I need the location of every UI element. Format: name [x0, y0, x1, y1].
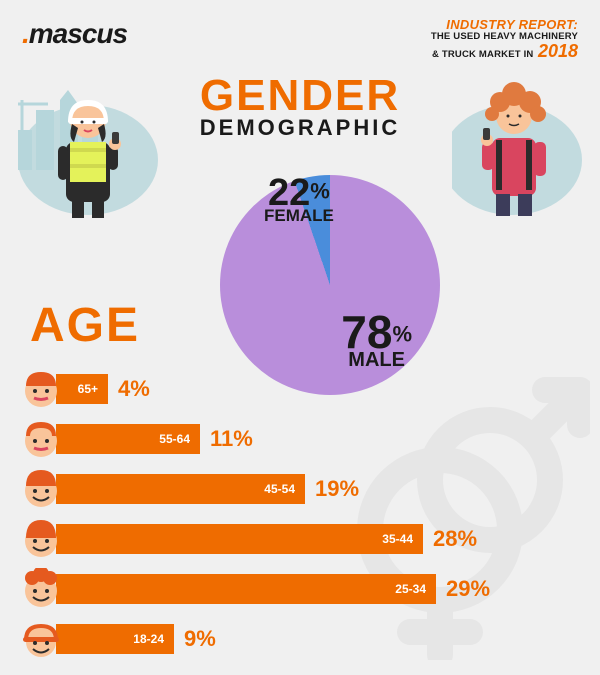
logo-text: mascus	[29, 18, 127, 49]
age-pct: 9%	[184, 626, 216, 652]
age-range-label: 55-64	[159, 432, 190, 446]
gender-pie-chart: 22% FEMALE 78% MALE	[220, 175, 440, 395]
age-pct: 28%	[433, 526, 477, 552]
age-range-label: 65+	[78, 382, 98, 396]
age-range-label: 45-54	[264, 482, 295, 496]
header: .mascus INDUSTRY REPORT: THE USED HEAVY …	[0, 0, 600, 61]
title-gender: GENDER	[0, 71, 600, 121]
age-title: AGE	[30, 298, 140, 353]
age-face-icon	[20, 368, 62, 410]
report-year: 2018	[538, 41, 578, 61]
age-bar: 45-54	[56, 474, 305, 504]
title-block: GENDER DEMOGRAPHIC	[0, 71, 600, 141]
age-face-icon	[20, 468, 62, 510]
age-pct: 11%	[210, 426, 253, 452]
report-title: INDUSTRY REPORT:	[431, 18, 578, 32]
age-bar: 35-44	[56, 524, 423, 554]
age-pct: 29%	[446, 576, 490, 602]
report-subtitle-2: & TRUCK MARKET IN	[432, 49, 534, 60]
age-bar: 65+	[56, 374, 108, 404]
pct-sign: %	[310, 179, 330, 204]
age-bar: 25-34	[56, 574, 436, 604]
age-range-label: 35-44	[382, 532, 413, 546]
age-pct: 4%	[118, 376, 150, 402]
age-range-label: 25-34	[395, 582, 426, 596]
age-face-icon	[20, 418, 62, 460]
age-row: 65+ 4%	[0, 368, 600, 410]
age-row: 35-44 28%	[0, 518, 600, 560]
age-bar: 18-24	[56, 624, 174, 654]
pct-sign: %	[392, 322, 412, 347]
report-block: INDUSTRY REPORT: THE USED HEAVY MACHINER…	[431, 18, 578, 61]
title-demographic: DEMOGRAPHIC	[0, 115, 600, 141]
age-face-icon	[20, 518, 62, 560]
pie-label-male: 78% MALE	[341, 313, 412, 369]
logo: .mascus	[22, 18, 127, 50]
age-row: 45-54 19%	[0, 468, 600, 510]
age-face-icon	[20, 568, 62, 610]
logo-dot: .	[22, 18, 29, 49]
age-pct: 19%	[315, 476, 359, 502]
female-label: FEMALE	[264, 209, 334, 223]
age-bar: 55-64	[56, 424, 200, 454]
male-label: MALE	[341, 352, 412, 369]
age-range-label: 18-24	[133, 632, 164, 646]
age-row: 55-64 11%	[0, 418, 600, 460]
age-bar-chart: 65+ 4% 55-64 11% 45-54 19% 35-44 28% 25-34 29…	[0, 368, 600, 668]
age-row: 18-24 9%	[0, 618, 600, 660]
pie-label-female: 22% FEMALE	[264, 177, 334, 224]
age-face-icon	[20, 618, 62, 660]
report-subtitle-row: & TRUCK MARKET IN 2018	[431, 42, 578, 62]
age-row: 25-34 29%	[0, 568, 600, 610]
